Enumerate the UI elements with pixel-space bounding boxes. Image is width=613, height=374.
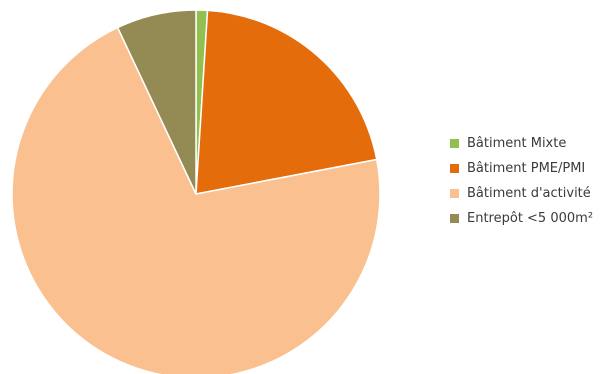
legend-swatch	[450, 214, 459, 223]
legend-swatch	[450, 139, 459, 148]
legend-label: Bâtiment d'activité	[467, 186, 591, 201]
legend-swatch	[450, 164, 459, 173]
pie-plot-area	[11, 9, 381, 374]
legend-label: Bâtiment PME/PMI	[467, 161, 586, 176]
legend-item: Bâtiment PME/PMI	[450, 156, 593, 181]
pie-slice-batiment-activite	[11, 26, 381, 374]
legend-item: Bâtiment d'activité	[450, 181, 593, 206]
pie-slice-entrepot	[116, 9, 197, 195]
legend-item: Bâtiment Mixte	[450, 131, 593, 156]
legend-swatch	[450, 189, 459, 198]
legend-item: Entrepôt <5 000m²	[450, 206, 593, 231]
legend-label: Bâtiment Mixte	[467, 136, 567, 151]
legend: Bâtiment Mixte Bâtiment PME/PMI Bâtiment…	[450, 131, 593, 231]
legend-label: Entrepôt <5 000m²	[467, 211, 594, 226]
pie-slice-batiment-pme-pmi	[195, 9, 378, 195]
